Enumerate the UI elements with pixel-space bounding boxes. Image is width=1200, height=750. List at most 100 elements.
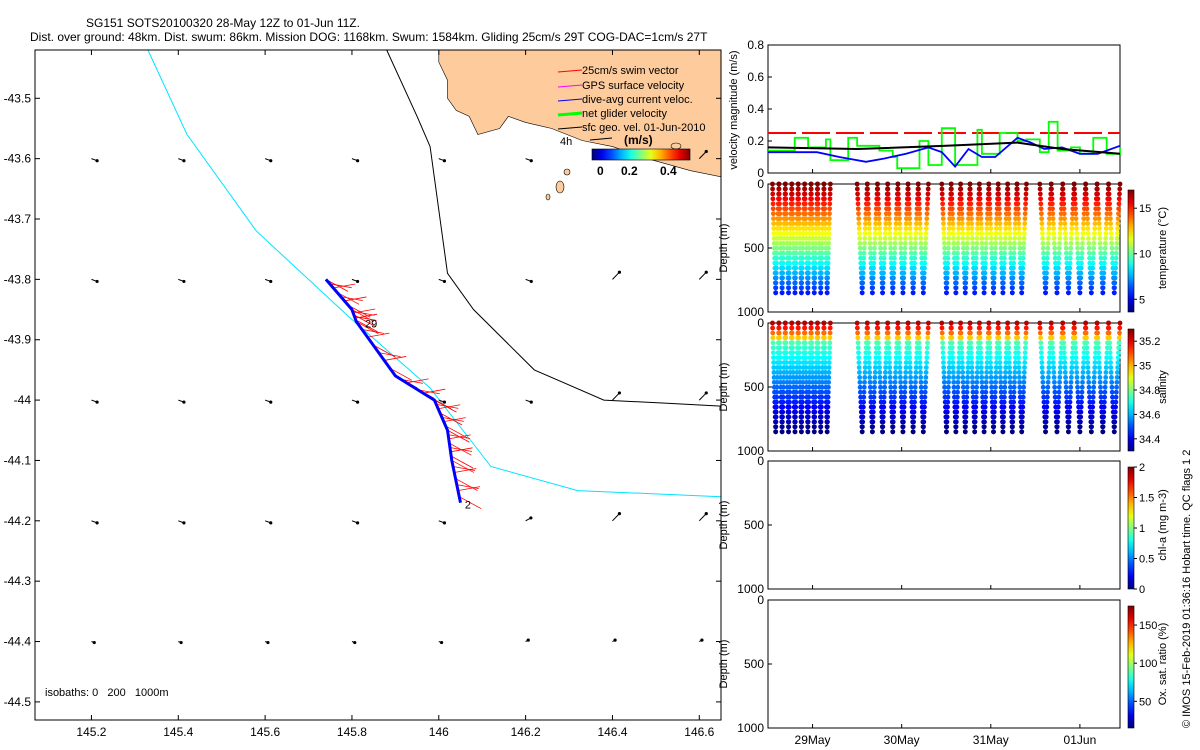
section-sample xyxy=(780,260,786,266)
section-sample xyxy=(773,429,779,435)
section-sample xyxy=(783,186,788,192)
section-sample xyxy=(1112,424,1117,430)
section-sample xyxy=(887,365,893,370)
section-sample xyxy=(797,226,802,231)
section-sample xyxy=(1007,370,1013,375)
section-sample xyxy=(925,335,931,341)
section-sample xyxy=(784,360,789,365)
section-sample xyxy=(825,280,830,286)
section-sample xyxy=(901,265,907,271)
current-vector-head xyxy=(179,640,183,645)
section-sample xyxy=(984,370,990,375)
section-sample xyxy=(1113,250,1119,256)
section-sample xyxy=(784,231,790,236)
section-sample xyxy=(989,250,995,256)
section-sample xyxy=(881,265,887,271)
section-sample xyxy=(776,181,782,187)
section-sample xyxy=(1001,275,1006,281)
section-sample xyxy=(1005,191,1011,197)
section-sample xyxy=(893,231,898,236)
section-sample xyxy=(882,375,888,380)
current-vector-head xyxy=(704,512,708,516)
section-sample xyxy=(1097,370,1103,375)
section-sample xyxy=(784,370,790,375)
section-sample xyxy=(892,245,898,251)
section-sample xyxy=(911,275,917,281)
section-sample xyxy=(939,320,945,326)
section-sample xyxy=(793,255,799,261)
section-sample xyxy=(774,399,779,405)
current-vector-head xyxy=(529,400,533,404)
section-sample xyxy=(958,186,964,192)
section-sample xyxy=(892,379,898,385)
section-sample xyxy=(1074,226,1079,231)
date-axis: 29May 30May 31May 01Jun xyxy=(795,169,1096,747)
section-sample xyxy=(912,250,918,256)
section-sample xyxy=(878,250,884,256)
section-sample xyxy=(1069,370,1074,375)
section-sample xyxy=(861,394,867,400)
section-sample xyxy=(1061,201,1067,207)
section-sample xyxy=(1010,404,1016,410)
section-sample xyxy=(1112,275,1118,281)
section-sample xyxy=(1083,181,1089,187)
section-sample xyxy=(898,250,904,256)
section-sample xyxy=(901,409,907,415)
section-sample xyxy=(1083,186,1089,192)
section-sample xyxy=(1084,340,1090,346)
section-sample xyxy=(1101,270,1107,276)
speed-colorbar: (m/s) 0 0.2 0.4 xyxy=(591,133,691,178)
section-sample xyxy=(1089,280,1095,286)
section-sample xyxy=(871,265,876,271)
section-sample xyxy=(1091,379,1097,385)
swim-vector xyxy=(329,283,352,289)
section-sample xyxy=(977,201,983,207)
section-sample xyxy=(1067,260,1073,266)
section-sample xyxy=(1094,325,1100,331)
section-sample xyxy=(961,250,966,256)
section-sample xyxy=(900,424,906,430)
section-sample xyxy=(886,201,891,207)
swim-vector xyxy=(441,416,464,422)
section-sample xyxy=(770,191,776,197)
section-sample xyxy=(1037,330,1043,336)
section-sample xyxy=(892,236,898,241)
section-sample xyxy=(908,236,913,241)
section-sample xyxy=(940,211,946,217)
section-sample xyxy=(1051,236,1057,241)
section-sample xyxy=(1116,345,1122,351)
section-sample xyxy=(770,350,776,356)
section-sample xyxy=(959,360,965,365)
section-sample xyxy=(993,236,999,241)
section-sample xyxy=(1021,236,1027,241)
section-sample xyxy=(862,226,868,231)
section-sample xyxy=(992,394,998,400)
section-sample xyxy=(780,399,786,405)
section-sample xyxy=(1023,325,1029,331)
section-sample xyxy=(895,181,901,187)
section-sample xyxy=(956,365,962,370)
section-sample xyxy=(995,181,1001,187)
section-sample xyxy=(777,365,783,370)
section-sample xyxy=(1002,394,1007,400)
section-sample xyxy=(1069,231,1074,236)
section-sample xyxy=(770,320,775,326)
section-sample xyxy=(1066,290,1071,296)
section-sample xyxy=(1109,375,1114,380)
section-dive-profiles xyxy=(770,320,1123,435)
section-sample xyxy=(1073,211,1079,217)
section-sample xyxy=(978,206,983,212)
section-sample xyxy=(1114,375,1120,380)
section-sample xyxy=(1019,419,1025,425)
section-sample xyxy=(803,231,809,236)
section-sample xyxy=(871,250,877,256)
section-sample xyxy=(1012,379,1017,385)
section-sample xyxy=(955,375,961,380)
section-sample xyxy=(950,355,956,361)
section-sample xyxy=(771,231,777,236)
section-sample xyxy=(949,340,955,346)
section-sample xyxy=(958,196,964,202)
section-sample xyxy=(951,389,957,395)
section-sample xyxy=(891,265,897,271)
